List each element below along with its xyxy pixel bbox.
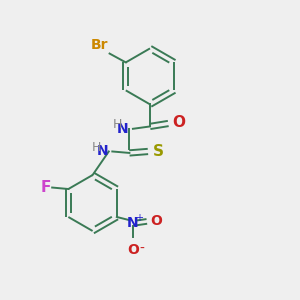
Text: N: N bbox=[127, 216, 139, 230]
Text: O: O bbox=[173, 116, 186, 130]
Text: O: O bbox=[127, 243, 139, 257]
Text: O: O bbox=[151, 214, 163, 228]
Text: S: S bbox=[153, 144, 164, 159]
Text: +: + bbox=[136, 213, 143, 223]
Text: N: N bbox=[97, 145, 108, 158]
Text: Br: Br bbox=[91, 38, 108, 52]
Text: H: H bbox=[112, 118, 122, 131]
Text: -: - bbox=[140, 242, 144, 256]
Text: F: F bbox=[40, 180, 51, 195]
Text: N: N bbox=[117, 122, 129, 136]
Text: H: H bbox=[92, 141, 101, 154]
